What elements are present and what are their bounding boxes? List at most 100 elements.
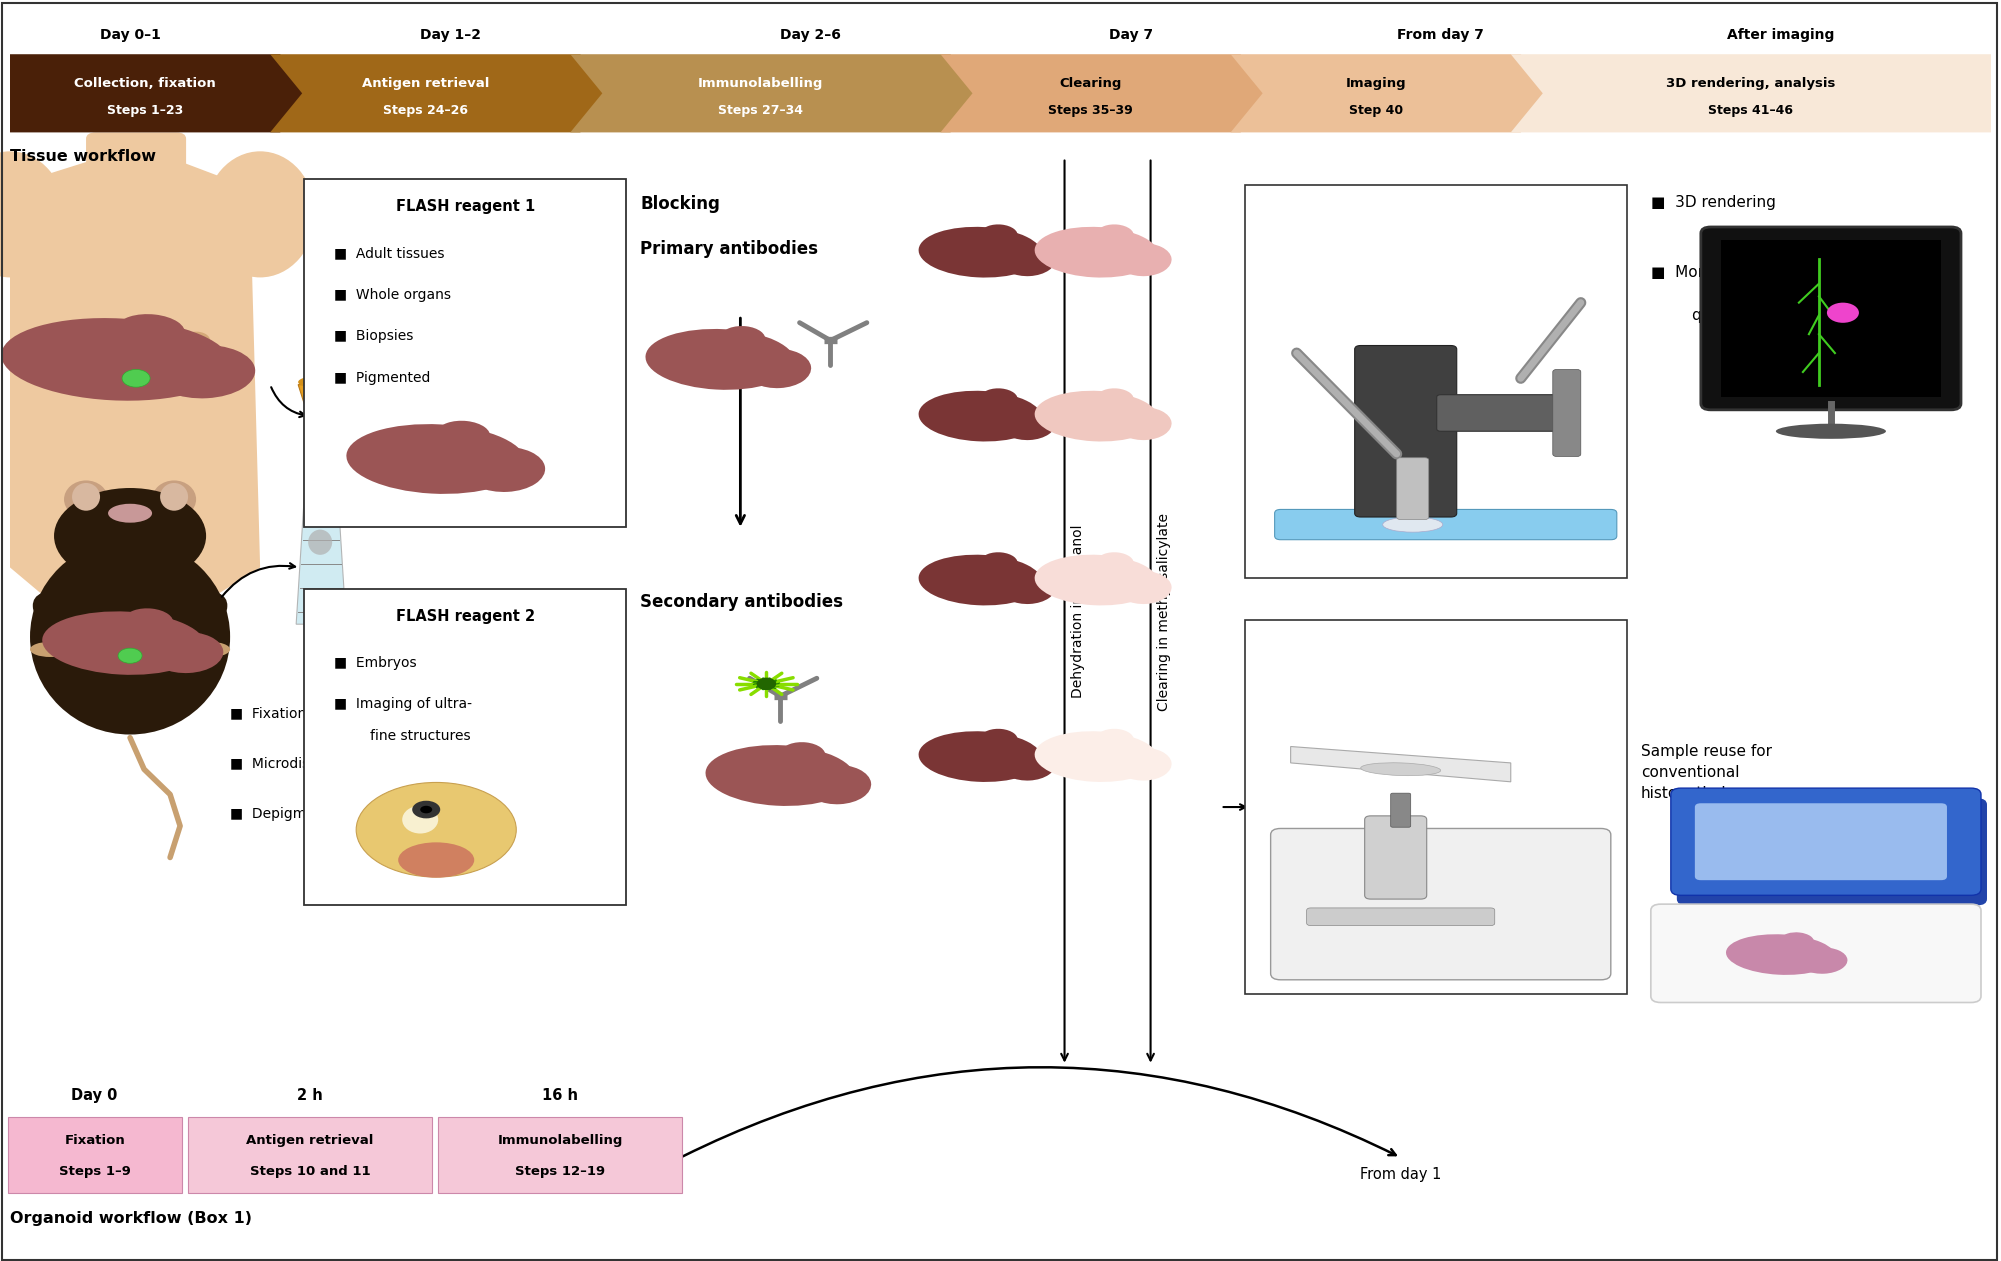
FancyBboxPatch shape: [1651, 904, 1981, 1002]
Ellipse shape: [1097, 552, 1135, 572]
Circle shape: [118, 648, 142, 663]
Text: ■  Whole organs: ■ Whole organs: [334, 288, 450, 301]
Ellipse shape: [1117, 243, 1173, 276]
Ellipse shape: [1000, 748, 1057, 781]
Ellipse shape: [402, 806, 438, 834]
Text: Steps 12–19: Steps 12–19: [514, 1165, 606, 1178]
Ellipse shape: [918, 555, 1043, 605]
Text: Steps 10 and 11: Steps 10 and 11: [250, 1165, 370, 1178]
Ellipse shape: [160, 483, 188, 511]
Circle shape: [1827, 303, 1859, 323]
Text: Day 7: Day 7: [1109, 28, 1153, 42]
Text: ■  Microdissection: ■ Microdissection: [230, 757, 360, 770]
FancyBboxPatch shape: [304, 179, 626, 527]
FancyBboxPatch shape: [86, 132, 186, 183]
Text: Steps 35–39: Steps 35–39: [1049, 103, 1133, 117]
FancyBboxPatch shape: [1365, 816, 1427, 899]
Circle shape: [420, 806, 432, 813]
Text: Step 40: Step 40: [1349, 103, 1403, 117]
Text: ■  3D rendering: ■ 3D rendering: [1651, 195, 1775, 211]
Ellipse shape: [164, 593, 228, 643]
Polygon shape: [940, 54, 1273, 132]
Ellipse shape: [298, 376, 342, 388]
Polygon shape: [296, 404, 346, 624]
Text: Day 0–1: Day 0–1: [100, 28, 160, 42]
Text: quantifications: quantifications: [1691, 308, 1805, 323]
Text: Fixation: Fixation: [64, 1134, 126, 1148]
Ellipse shape: [1117, 571, 1173, 604]
FancyBboxPatch shape: [8, 1117, 182, 1193]
Ellipse shape: [1035, 555, 1159, 605]
FancyBboxPatch shape: [1307, 908, 1495, 926]
Text: Imaging: Imaging: [1345, 77, 1407, 91]
Ellipse shape: [706, 745, 854, 806]
Text: FLASH reagent 1: FLASH reagent 1: [396, 199, 534, 214]
Ellipse shape: [918, 391, 1043, 441]
Ellipse shape: [398, 842, 474, 878]
Polygon shape: [1291, 747, 1511, 782]
FancyBboxPatch shape: [1391, 793, 1411, 827]
Ellipse shape: [918, 731, 1043, 782]
Ellipse shape: [30, 540, 230, 734]
Text: Immunolabelling: Immunolabelling: [698, 77, 822, 91]
Ellipse shape: [464, 446, 544, 492]
Ellipse shape: [980, 552, 1019, 572]
Ellipse shape: [1777, 424, 1885, 439]
Text: Whole-organ or embryo
imaging (light sheet): Whole-organ or embryo imaging (light she…: [1357, 204, 1515, 233]
Ellipse shape: [124, 608, 174, 634]
Ellipse shape: [206, 151, 316, 277]
Ellipse shape: [108, 504, 152, 523]
Ellipse shape: [980, 224, 1019, 245]
Ellipse shape: [152, 480, 196, 518]
Text: 16 h: 16 h: [542, 1088, 578, 1103]
Ellipse shape: [42, 612, 206, 675]
Polygon shape: [298, 385, 342, 404]
Ellipse shape: [356, 782, 516, 878]
Ellipse shape: [1799, 947, 1847, 973]
FancyBboxPatch shape: [1553, 369, 1581, 456]
Ellipse shape: [346, 424, 526, 494]
Text: Antigen retrieval: Antigen retrieval: [246, 1134, 374, 1148]
FancyBboxPatch shape: [1271, 828, 1611, 980]
Circle shape: [122, 369, 150, 387]
Text: Day 2–6: Day 2–6: [780, 28, 840, 42]
Text: ■  Pigmented: ■ Pigmented: [334, 371, 430, 385]
Ellipse shape: [1035, 731, 1159, 782]
Text: Steps 24–26: Steps 24–26: [382, 103, 468, 117]
Text: ■  Embryos: ■ Embryos: [334, 656, 416, 670]
FancyBboxPatch shape: [1677, 798, 1987, 905]
Ellipse shape: [1361, 763, 1441, 776]
Ellipse shape: [116, 314, 184, 347]
Text: Clearing: Clearing: [1059, 77, 1123, 91]
Polygon shape: [570, 54, 982, 132]
FancyBboxPatch shape: [1245, 185, 1627, 578]
FancyBboxPatch shape: [188, 1117, 432, 1193]
Text: ■  Morphometric: ■ Morphometric: [1651, 265, 1783, 280]
FancyBboxPatch shape: [1275, 509, 1617, 540]
Ellipse shape: [1000, 407, 1057, 440]
Ellipse shape: [0, 151, 64, 277]
Text: Steps 27–34: Steps 27–34: [718, 103, 802, 117]
Polygon shape: [1511, 54, 1991, 132]
Ellipse shape: [1097, 388, 1135, 409]
FancyBboxPatch shape: [1437, 395, 1565, 431]
FancyBboxPatch shape: [1701, 227, 1961, 410]
Ellipse shape: [918, 227, 1043, 277]
Ellipse shape: [1035, 227, 1159, 277]
Text: From day 7: From day 7: [1397, 28, 1485, 42]
Text: Steps 1–9: Steps 1–9: [60, 1165, 130, 1178]
Ellipse shape: [72, 483, 100, 511]
Text: After imaging: After imaging: [1727, 28, 1835, 42]
Ellipse shape: [646, 329, 794, 390]
Ellipse shape: [64, 480, 108, 518]
Ellipse shape: [150, 632, 224, 673]
Ellipse shape: [190, 642, 230, 657]
Text: ■  Fixation: ■ Fixation: [230, 706, 306, 720]
Text: Sample reuse for
conventional
histopathology: Sample reuse for conventional histopatho…: [1641, 744, 1771, 801]
FancyBboxPatch shape: [1355, 346, 1457, 517]
FancyBboxPatch shape: [1245, 620, 1627, 994]
Ellipse shape: [32, 593, 96, 643]
Ellipse shape: [436, 421, 490, 449]
Ellipse shape: [152, 346, 256, 398]
Ellipse shape: [1117, 748, 1173, 781]
